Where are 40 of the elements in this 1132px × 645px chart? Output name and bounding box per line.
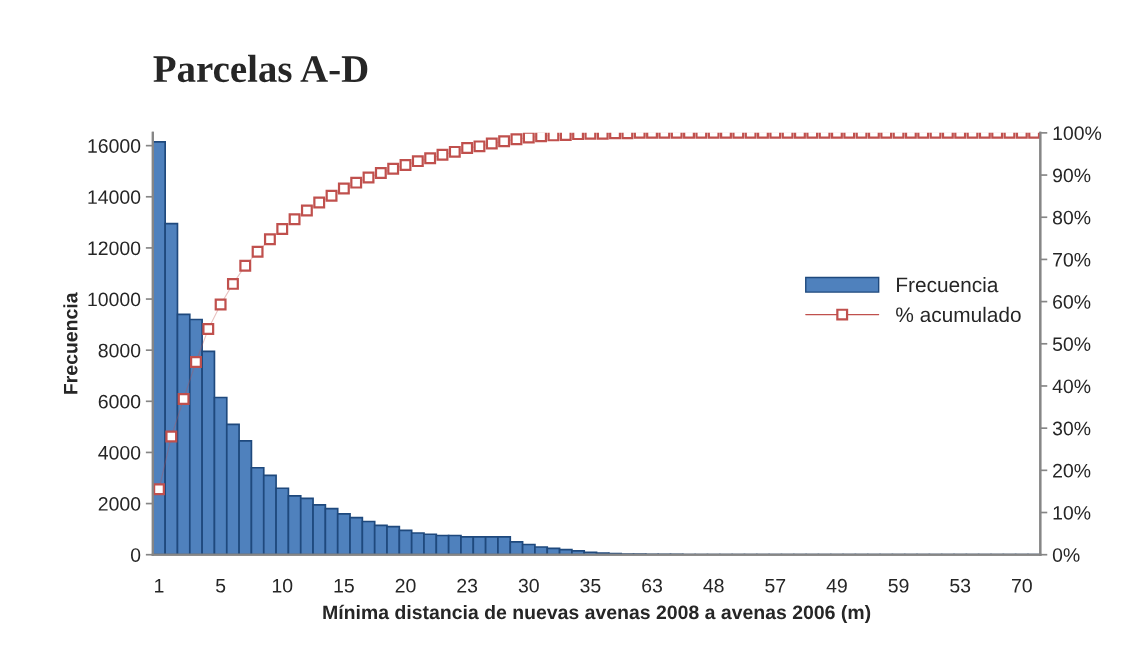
y-tick-label: 16000 xyxy=(88,139,141,153)
x-tick-label: 63 xyxy=(642,578,662,593)
x-tick-label: 20 xyxy=(395,578,416,593)
y2-tick-label: 100% xyxy=(1053,126,1102,141)
y2-tick-label: 90% xyxy=(1053,168,1091,183)
y2-tick-label: 50% xyxy=(1052,337,1091,352)
x-tick-label: 53 xyxy=(950,578,971,593)
x-tick-label: 23 xyxy=(457,578,478,593)
x-tick-label: 1 xyxy=(155,579,164,593)
x-tick-label: 59 xyxy=(888,578,909,593)
y-axis-title: Frecuencia xyxy=(63,292,78,394)
y-tick-label: 4000 xyxy=(98,445,141,460)
legend-label: % acumulado xyxy=(896,306,1021,323)
y2-tick-label: 30% xyxy=(1052,421,1091,436)
x-tick-label: 15 xyxy=(334,579,354,593)
y-tick-label: 10000 xyxy=(88,292,141,307)
x-tick-label: 70 xyxy=(1012,578,1032,593)
y2-tick-label: 70% xyxy=(1053,252,1091,267)
x-tick-label: 57 xyxy=(765,579,786,593)
x-tick-label: 48 xyxy=(703,578,724,593)
x-tick-label: 30 xyxy=(518,578,539,593)
y2-tick-label: 0% xyxy=(1052,548,1080,562)
legend-label: Frecuencia xyxy=(897,276,999,293)
y2-tick-label: 20% xyxy=(1053,463,1091,478)
y-tick-label: 8000 xyxy=(98,343,141,358)
y2-tick-label: 10% xyxy=(1053,505,1091,520)
x-tick-label: 10 xyxy=(272,578,293,593)
chart-title: Parcelas A-D xyxy=(153,54,368,83)
x-tick-label: 49 xyxy=(826,578,847,593)
y2-tick-label: 80% xyxy=(1052,210,1091,225)
y-tick-label: 0 xyxy=(130,548,141,562)
y2-tick-label: 60% xyxy=(1053,295,1091,309)
y2-tick-label: 40% xyxy=(1052,379,1091,394)
x-tick-label: 5 xyxy=(215,579,226,593)
y-tick-label: 12000 xyxy=(88,241,141,256)
y-tick-label: 14000 xyxy=(88,190,141,205)
x-tick-label: 35 xyxy=(580,578,601,593)
x-axis-title: Mínima distancia de nuevas avenas 2008 a avenas 2006 (m) xyxy=(323,604,871,624)
y-tick-label: 6000 xyxy=(98,394,141,409)
y-tick-label: 2000 xyxy=(98,497,141,511)
